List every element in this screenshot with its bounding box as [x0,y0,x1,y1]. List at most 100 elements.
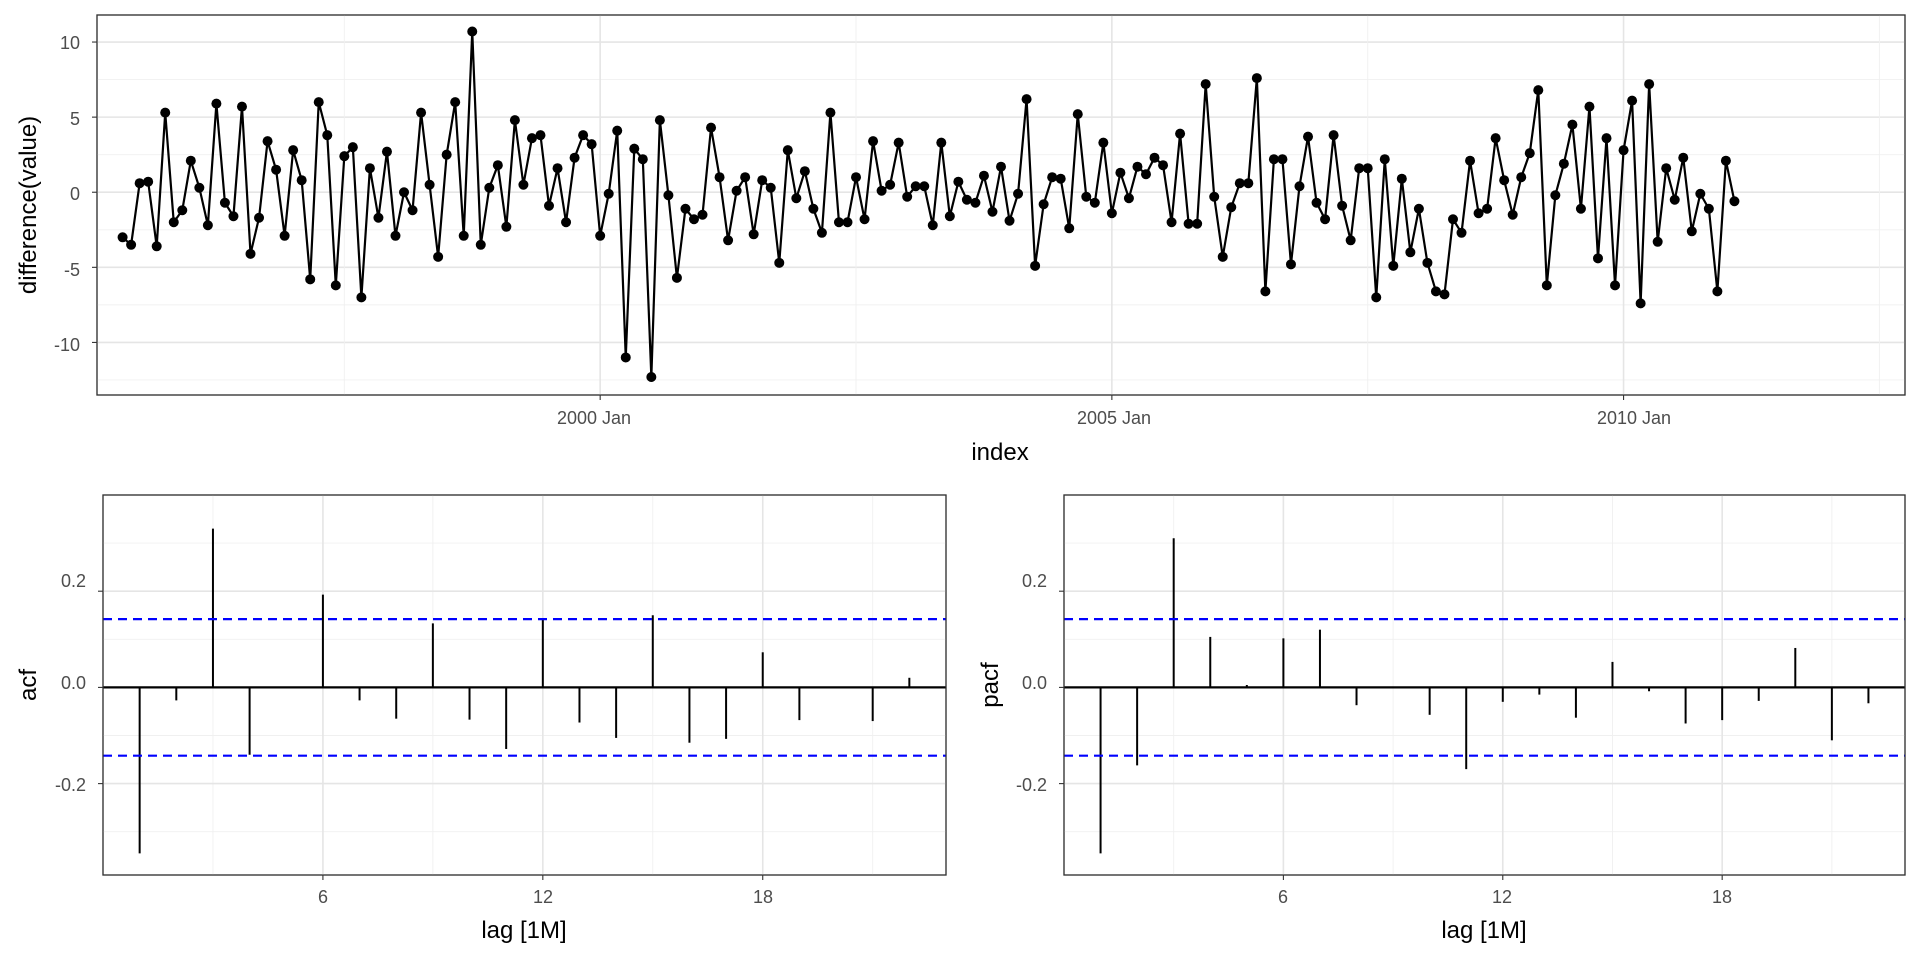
acf-x-tick-label: 6 [318,887,328,907]
series-point [1251,73,1262,84]
series-point [791,193,802,204]
series-point [996,161,1006,172]
series-point [706,122,717,133]
series-point [202,220,213,231]
series-point [953,176,964,187]
series-point [390,230,401,241]
series-point [1320,214,1331,225]
series-point [1516,172,1527,183]
series-point [1217,251,1228,262]
series-point [1635,298,1646,309]
series-point [799,166,810,177]
series-point [1396,173,1407,184]
series-point [143,176,154,187]
series-point [1098,137,1109,148]
pacf-x-axis-title: lag [1M] [1441,917,1526,944]
series-point [757,175,768,186]
series-point [1729,196,1740,207]
acf-confidence-bands [103,618,946,757]
series-point [1550,190,1561,201]
series-point [987,206,998,217]
series-point [1618,145,1629,156]
series-line [121,30,1736,379]
acf-y-tick-label: 0.2 [61,571,86,591]
series-point [1592,253,1603,264]
series-x-axis-title: index [971,439,1028,466]
series-y-axis-title: difference(value) [15,116,42,294]
series-point [646,371,657,382]
series-point [1371,292,1382,303]
series-point [859,214,870,225]
series-point [1081,191,1092,202]
series-point [1303,131,1314,142]
series-point [1422,257,1433,268]
series-point [271,164,282,175]
series-point [1192,218,1203,229]
series-point [194,182,205,193]
series-point [1055,173,1066,184]
acf-plot-area [102,494,947,876]
series-point [1260,286,1271,297]
series-point [526,133,537,144]
series-point [501,221,512,232]
series-point [1413,203,1424,214]
series-point [185,155,196,166]
series-point [509,115,520,126]
series-point [1209,191,1220,202]
series-y-tick-label: 10 [60,33,80,53]
series-points [117,26,1740,382]
series-point [552,163,563,174]
series-point [339,151,350,162]
series-point [424,179,435,190]
series-point [740,172,751,183]
series-point [1072,109,1083,120]
series-point [279,230,290,241]
series-gridlines [97,15,1905,395]
series-point [1345,235,1356,246]
series-point [842,217,853,228]
series-x-tick-label: 2010 Jan [1597,408,1671,428]
series-point [1482,203,1493,214]
pacf-confidence-bands [1064,618,1905,757]
series-point [714,172,725,183]
series-point [1405,247,1416,258]
series-point [578,130,589,141]
series-point [1038,199,1049,210]
series-point [1541,280,1552,291]
series-point [1465,155,1476,166]
series-point [1311,197,1322,208]
series-point [322,130,333,141]
series-point [1175,128,1186,139]
acf-x-tick-label: 18 [753,887,773,907]
series-point [1140,169,1151,180]
series-point [1183,218,1194,229]
series-y-tick-label: -10 [54,335,80,355]
series-point [1234,178,1245,189]
series-tick-marks [92,41,1625,400]
series-point [833,217,844,228]
series-point [1277,154,1288,165]
series-point [305,274,316,285]
series-point [416,107,427,118]
series-point [1430,286,1441,297]
series-plot-area [96,14,1906,396]
series-point [288,145,299,156]
acf-x-tick-label: 12 [533,887,553,907]
series-point [1337,200,1348,211]
series-point [876,185,887,196]
series-point [1456,227,1467,238]
series-point [313,97,324,108]
series-point [296,175,307,186]
series-point [1499,175,1510,186]
series-point [1584,101,1595,112]
series-point [117,232,128,243]
series-point [961,194,972,205]
series-point [1123,193,1134,204]
series-point [1524,148,1535,159]
series-point [544,200,554,211]
series-point [1379,154,1390,165]
series-point [177,205,188,216]
series-point [1021,94,1032,105]
series-point [1106,208,1117,219]
series-point [978,170,989,181]
